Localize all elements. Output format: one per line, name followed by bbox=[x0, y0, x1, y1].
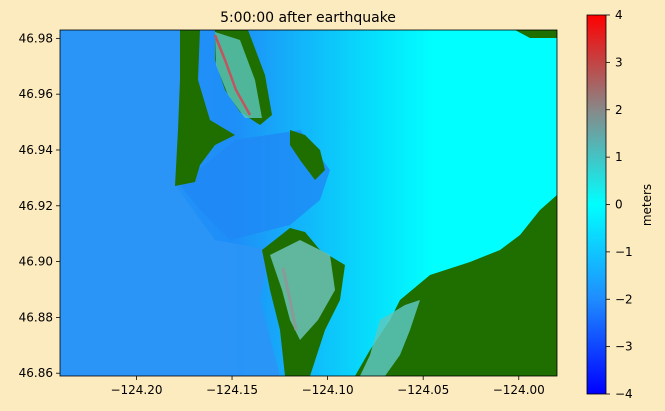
colorbar-tick-label: 1 bbox=[615, 150, 623, 164]
north-peninsula-flats bbox=[215, 32, 262, 118]
x-tick-label: −124.15 bbox=[206, 383, 258, 397]
map-plot-area bbox=[60, 30, 557, 376]
y-tick-label: 46.90 bbox=[19, 255, 53, 269]
harbor-inner-shore bbox=[290, 130, 325, 180]
south-spit-flats bbox=[270, 240, 335, 340]
colorbar-tick-label: −4 bbox=[615, 387, 633, 401]
south-channel-high bbox=[281, 267, 298, 331]
east-shore-flats bbox=[360, 300, 420, 376]
northeast-land bbox=[515, 30, 557, 38]
y-tick-label: 46.94 bbox=[19, 143, 53, 157]
colorbar-axis: 4 3 2 1 0 −1 −2 −3 −4 bbox=[606, 8, 633, 401]
plot-frame bbox=[59, 29, 558, 377]
colorbar-tick-label: 4 bbox=[615, 8, 623, 22]
y-tick-label: 46.92 bbox=[19, 199, 53, 213]
colorbar-tick-label: −3 bbox=[615, 340, 633, 354]
deep-water-region bbox=[60, 30, 280, 376]
chart-title: 5:00:00 after earthquake bbox=[220, 10, 396, 26]
north-channel-high bbox=[213, 34, 252, 116]
x-tick-label: −124.20 bbox=[110, 383, 162, 397]
colorbar-tick-label: 0 bbox=[615, 198, 623, 212]
x-axis: −124.20 −124.15 −124.10 −124.05 −124.00 bbox=[110, 376, 545, 397]
y-tick-label: 46.98 bbox=[19, 31, 53, 45]
x-tick-label: −124.00 bbox=[493, 383, 545, 397]
colorbar-tick-label: 3 bbox=[615, 55, 623, 69]
y-tick-label: 46.96 bbox=[19, 87, 53, 101]
harbor-water-region bbox=[180, 130, 330, 240]
colorbar-tick-label: −1 bbox=[615, 245, 633, 259]
x-tick-label: −124.10 bbox=[302, 383, 354, 397]
y-axis: 46.86 46.88 46.90 46.92 46.94 46.96 46.98 bbox=[19, 31, 60, 380]
north-spit-land bbox=[175, 30, 235, 186]
colorbar-label: meters bbox=[640, 184, 654, 226]
colorbar-tick-label: −2 bbox=[615, 292, 633, 306]
x-tick-label: −124.05 bbox=[397, 383, 449, 397]
y-tick-label: 46.86 bbox=[19, 366, 53, 380]
colorbar bbox=[586, 14, 607, 395]
colorbar-tick-label: 2 bbox=[615, 103, 623, 117]
y-tick-label: 46.88 bbox=[19, 310, 53, 324]
